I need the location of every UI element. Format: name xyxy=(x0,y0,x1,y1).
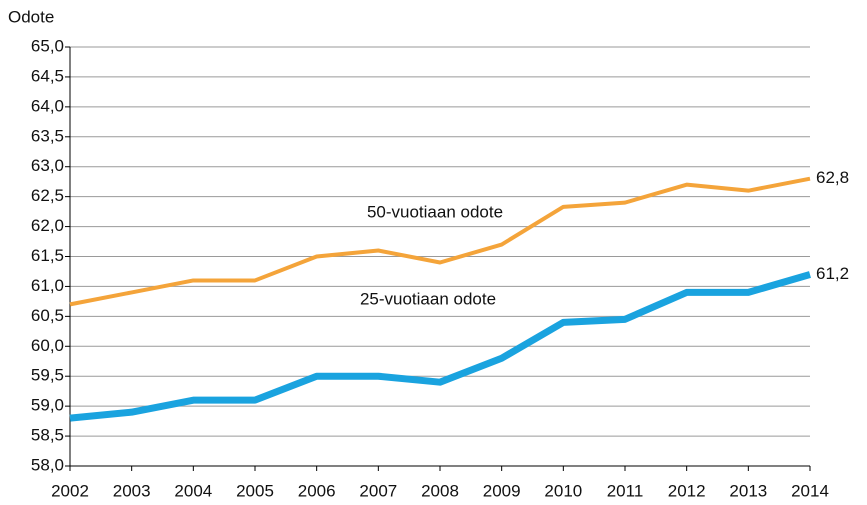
y-tick-label: 60,0 xyxy=(31,336,64,355)
y-tick-label: 64,0 xyxy=(31,96,64,115)
y-tick-label: 60,5 xyxy=(31,306,64,325)
y-tick-label: 62,0 xyxy=(31,216,64,235)
x-tick-label: 2004 xyxy=(174,481,212,500)
series-label: 25-vuotiaan odote xyxy=(360,289,496,308)
y-tick-label: 64,5 xyxy=(31,66,64,85)
x-tick-label: 2005 xyxy=(236,481,274,500)
value-label: 62,8 xyxy=(816,168,849,187)
x-tick-label: 2008 xyxy=(421,481,459,500)
x-tick-label: 2013 xyxy=(729,481,767,500)
x-tick-label: 2014 xyxy=(791,481,829,500)
series-label: 50-vuotiaan odote xyxy=(367,202,503,221)
value-label: 61,2 xyxy=(816,264,849,283)
y-tick-label: 61,5 xyxy=(31,246,64,265)
y-tick-label: 58,0 xyxy=(31,455,64,474)
x-tick-label: 2006 xyxy=(298,481,336,500)
y-tick-label: 62,5 xyxy=(31,186,64,205)
x-tick-label: 2002 xyxy=(51,481,89,500)
x-tick-label: 2010 xyxy=(544,481,582,500)
y-tick-label: 63,0 xyxy=(31,156,64,175)
line-series xyxy=(69,176,811,307)
x-tick-label: 2007 xyxy=(359,481,397,500)
y-tick-label: 59,5 xyxy=(31,366,64,385)
y-tick-label: 59,0 xyxy=(31,396,64,415)
x-tick-label: 2003 xyxy=(113,481,151,500)
x-tick-label: 2011 xyxy=(607,481,644,500)
x-tick-label: 2012 xyxy=(668,481,706,500)
y-axis-label: Odote xyxy=(8,7,54,26)
y-tick-label: 63,5 xyxy=(31,126,64,145)
line-series xyxy=(69,271,811,422)
y-tick-label: 61,0 xyxy=(31,276,64,295)
x-tick-label: 2009 xyxy=(483,481,521,500)
y-tick-label: 65,0 xyxy=(31,36,64,55)
y-tick-label: 58,5 xyxy=(31,426,64,445)
